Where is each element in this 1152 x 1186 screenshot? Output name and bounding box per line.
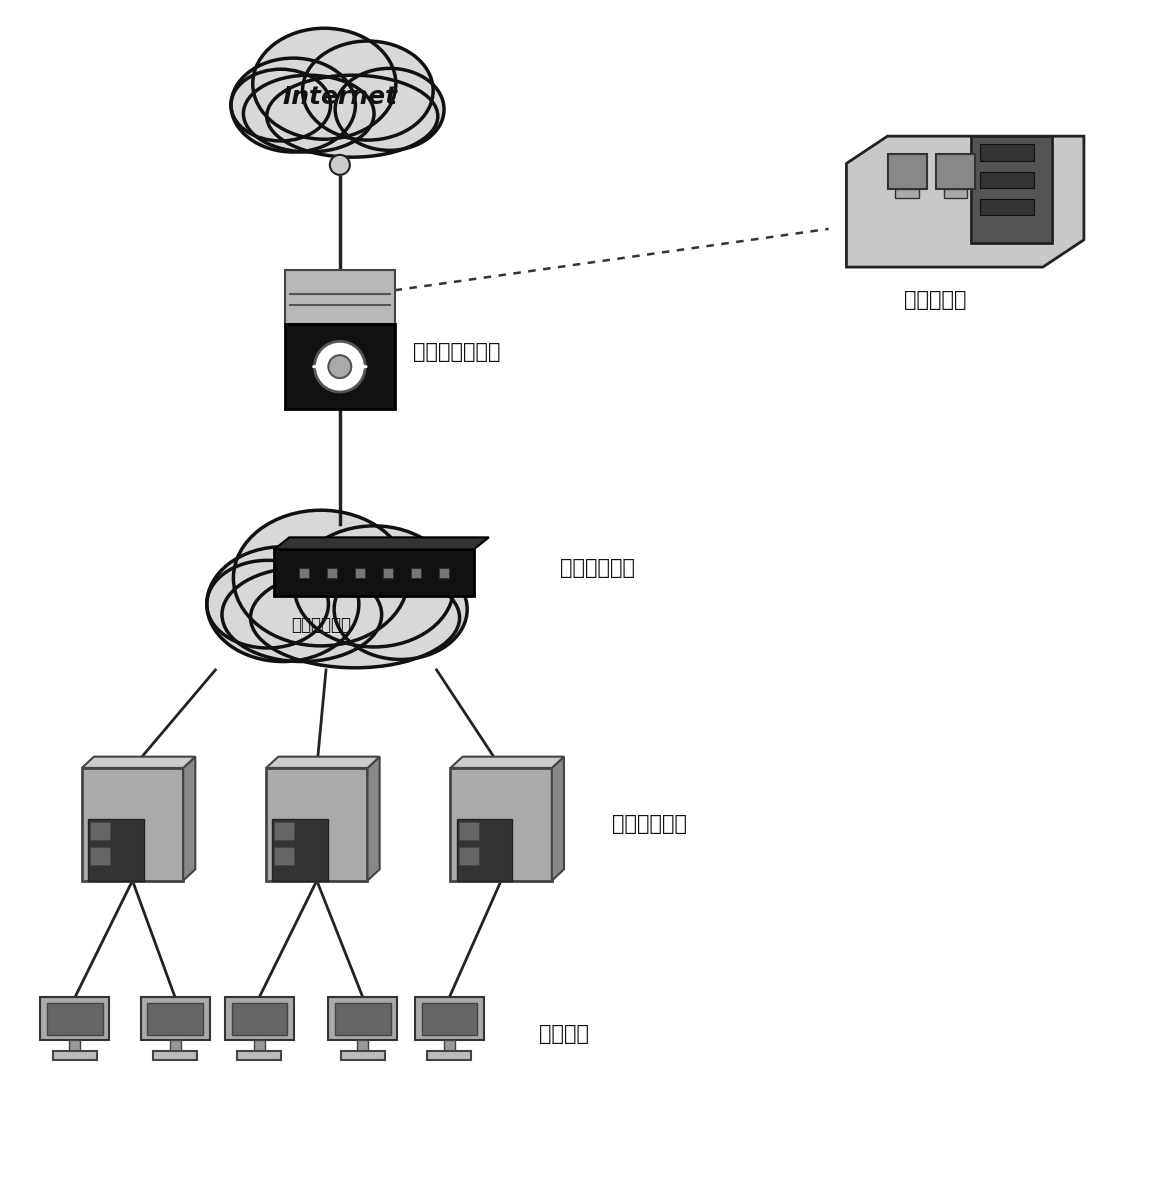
Text: 认证服务器: 认证服务器 [904,291,967,311]
Bar [225,997,294,1040]
Text: 以太网桥设备: 以太网桥设备 [560,557,635,578]
Bar [355,568,365,578]
Ellipse shape [252,28,396,139]
Ellipse shape [230,58,355,152]
Ellipse shape [303,42,433,140]
Polygon shape [450,757,564,769]
Ellipse shape [250,568,460,668]
Bar [382,568,393,578]
Bar [266,769,367,880]
Bar [439,568,449,578]
Bar [458,847,479,865]
Ellipse shape [206,547,358,662]
Bar [300,568,309,578]
Bar [253,1040,265,1051]
Bar [427,1051,471,1060]
Bar [153,1051,197,1060]
Bar [286,270,394,325]
Text: 接入汇聚网络: 接入汇聚网络 [290,616,351,635]
Polygon shape [847,136,1084,267]
Ellipse shape [243,75,374,152]
Ellipse shape [335,69,444,151]
Bar [40,997,109,1040]
Bar [895,189,919,198]
Bar [82,769,183,880]
Bar [272,818,328,880]
Polygon shape [367,757,380,880]
Bar [90,847,111,865]
Bar [357,1040,369,1051]
Bar [887,154,926,189]
Polygon shape [183,757,196,880]
Text: 用户接入设备: 用户接入设备 [612,815,687,834]
Polygon shape [266,757,380,769]
Bar [943,189,968,198]
Bar [328,997,397,1040]
Circle shape [329,155,350,174]
Bar [274,549,473,597]
Bar [415,997,484,1040]
Bar [53,1051,97,1060]
Bar [456,818,513,880]
Ellipse shape [294,525,454,646]
Bar [980,145,1034,161]
Polygon shape [82,757,196,769]
Bar [327,568,338,578]
Polygon shape [552,757,564,880]
Bar [411,568,420,578]
Bar [237,1051,281,1060]
Bar [232,1003,287,1035]
Text: Internet: Internet [282,84,397,109]
Bar [90,822,111,840]
Bar [69,1040,81,1051]
Bar [980,199,1034,216]
Circle shape [328,356,351,378]
Bar [286,325,394,409]
Bar [274,822,295,840]
Bar [88,818,144,880]
Bar [422,1003,477,1035]
Bar [444,1040,455,1051]
Text: 用户终端: 用户终端 [539,1025,589,1044]
Bar [335,1003,391,1035]
Bar [458,822,479,840]
Ellipse shape [230,69,331,141]
Ellipse shape [207,560,328,648]
Bar [274,847,295,865]
Polygon shape [274,537,488,549]
Circle shape [314,342,365,393]
Ellipse shape [267,75,438,158]
Bar [971,136,1052,243]
Ellipse shape [234,510,408,646]
Text: 宽带接入服务器: 宽带接入服务器 [412,342,500,362]
Ellipse shape [334,560,468,659]
Bar [935,154,975,189]
Bar [147,1003,203,1035]
Bar [980,172,1034,189]
Bar [141,997,210,1040]
Bar [47,1003,103,1035]
Bar [450,769,552,880]
Ellipse shape [222,568,381,662]
Bar [341,1051,385,1060]
Bar [169,1040,181,1051]
